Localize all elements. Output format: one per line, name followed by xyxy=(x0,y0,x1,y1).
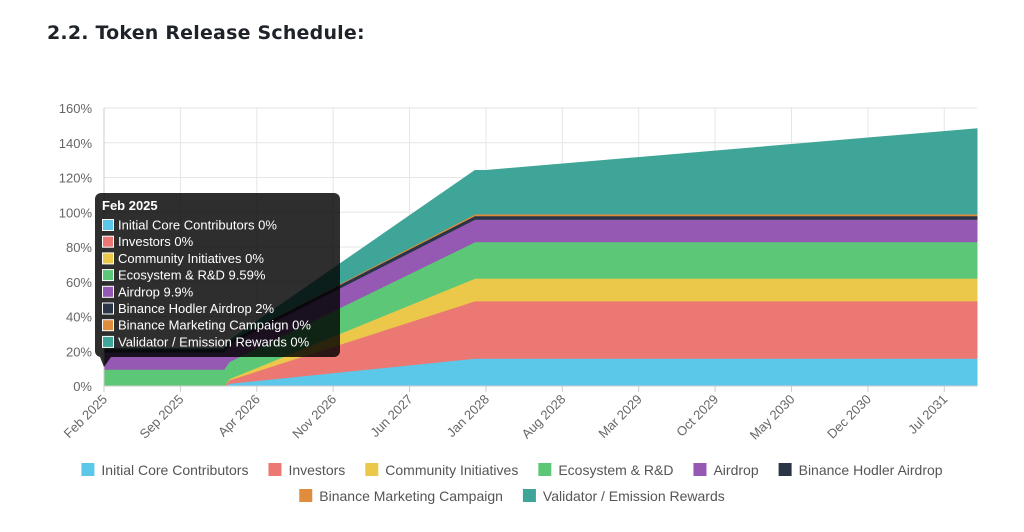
legend-swatch xyxy=(522,489,536,502)
x-tick-label: Jan 2028 xyxy=(444,392,492,440)
tooltip-item: Binance Hodler Airdrop 2% xyxy=(118,301,275,316)
tooltip-item: Binance Marketing Campaign 0% xyxy=(118,318,311,333)
legend-label: Initial Core Contributors xyxy=(101,462,248,478)
legend-label: Binance Hodler Airdrop xyxy=(799,462,943,478)
legend-swatch xyxy=(268,463,282,476)
legend-item[interactable]: Ecosystem & R&D xyxy=(538,462,673,478)
y-tick-label: 140% xyxy=(59,136,93,151)
legend-swatch xyxy=(81,463,95,476)
legend-item[interactable]: Binance Marketing Campaign xyxy=(299,488,503,504)
tooltip-swatch xyxy=(102,269,114,282)
tooltip-item: Investors 0% xyxy=(118,234,194,249)
legend-item[interactable]: Validator / Emission Rewards xyxy=(522,488,725,504)
y-tick-label: 100% xyxy=(59,205,93,220)
legend-item[interactable]: Binance Hodler Airdrop xyxy=(778,462,943,478)
tooltip-pointer xyxy=(100,357,111,367)
legend-swatch xyxy=(299,489,313,502)
tooltip-item: Validator / Emission Rewards 0% xyxy=(118,334,310,349)
tooltip-item: Community Initiatives 0% xyxy=(118,251,264,266)
tooltip-swatch xyxy=(102,285,114,298)
legend-item[interactable]: Airdrop xyxy=(693,462,759,478)
legend-label: Validator / Emission Rewards xyxy=(543,488,725,504)
tooltip-swatch xyxy=(102,252,114,265)
x-tick-label: Mar 2029 xyxy=(595,392,644,441)
x-tick-label: Feb 2025 xyxy=(61,392,110,441)
legend-label: Community Initiatives xyxy=(385,462,518,478)
legend-swatch xyxy=(365,463,379,476)
y-tick-label: 0% xyxy=(73,379,92,394)
y-tick-label: 120% xyxy=(59,171,93,186)
x-tick-label: Apr 2026 xyxy=(215,392,263,440)
chart-legend: Initial Core Contributors Investors Commun… xyxy=(81,462,943,504)
legend-item[interactable]: Initial Core Contributors xyxy=(81,462,248,478)
y-tick-label: 20% xyxy=(66,344,92,359)
legend-swatch xyxy=(538,463,552,476)
tooltip-swatch xyxy=(102,335,114,348)
legend-swatch xyxy=(778,463,792,476)
legend-label: Ecosystem & R&D xyxy=(558,462,673,478)
x-tick-label: Jun 2027 xyxy=(367,392,415,440)
x-tick-label: Oct 2029 xyxy=(673,392,721,440)
y-tick-label: 40% xyxy=(66,310,92,325)
x-tick-label: May 2030 xyxy=(747,392,798,443)
legend-label: Investors xyxy=(288,462,345,478)
x-tick-label: Dec 2030 xyxy=(824,392,874,442)
y-tick-label: 160% xyxy=(59,101,93,116)
x-tick-label: Jul 2031 xyxy=(905,392,950,437)
tooltip-item: Airdrop 9.9% xyxy=(118,284,194,299)
page-title: 2.2. Token Release Schedule: xyxy=(47,22,365,44)
x-tick-label: Sep 2025 xyxy=(137,392,187,442)
legend-swatch xyxy=(693,463,707,476)
tooltip-swatch xyxy=(102,219,114,231)
legend-item[interactable]: Community Initiatives xyxy=(365,462,518,478)
tooltip-swatch xyxy=(102,235,114,248)
tooltip-item: Initial Core Contributors 0% xyxy=(118,218,277,233)
tooltip-swatch xyxy=(102,302,114,315)
x-tick-label: Aug 2028 xyxy=(518,392,568,442)
legend-label: Binance Marketing Campaign xyxy=(319,488,503,504)
tooltip-item: Ecosystem & R&D 9.59% xyxy=(118,268,266,283)
y-tick-label: 80% xyxy=(66,240,92,255)
tooltip-swatch xyxy=(102,319,114,332)
y-tick-label: 60% xyxy=(66,275,92,290)
legend-label: Airdrop xyxy=(713,462,758,478)
legend-item[interactable]: Investors xyxy=(268,462,345,478)
tooltip-box xyxy=(95,193,340,357)
chart-tooltip: Feb 2025 Initial Core Contributors 0%Inve… xyxy=(95,193,340,367)
tooltip-title: Feb 2025 xyxy=(102,198,158,213)
x-tick-label: Nov 2026 xyxy=(289,392,339,442)
